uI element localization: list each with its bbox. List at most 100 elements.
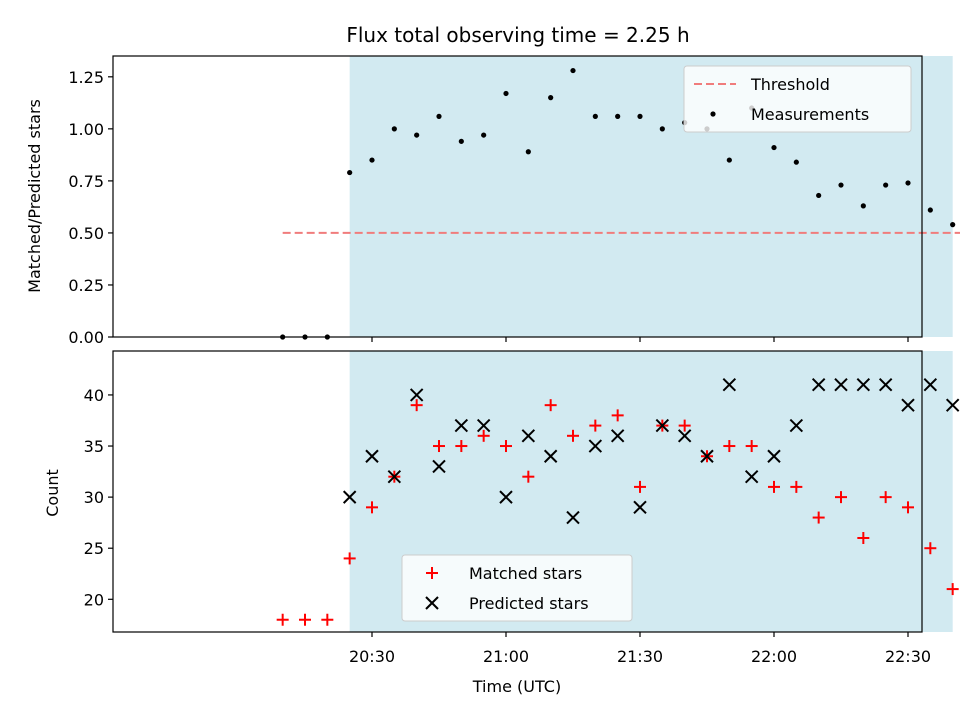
matched-star-point xyxy=(879,491,892,504)
predicted-star-point xyxy=(432,459,446,474)
matched-star-point xyxy=(321,613,334,626)
predicted-star-point xyxy=(387,469,402,484)
measurement-point xyxy=(838,182,844,188)
legend-predicted-marker xyxy=(425,596,439,610)
matched-star-point xyxy=(902,501,914,514)
predicted-star-point xyxy=(945,398,960,412)
predicted-star-point xyxy=(677,429,692,443)
top-legend-box xyxy=(683,65,912,133)
legend-measurements-label: Measurements xyxy=(751,105,869,124)
bottom-x-tick-label: 22:00 xyxy=(751,647,797,666)
bottom-x-tick-label: 21:30 xyxy=(617,647,663,666)
predicted-star-point xyxy=(811,378,826,392)
measurement-point xyxy=(347,169,353,176)
matched-star-point xyxy=(567,429,579,442)
bottom-legend: Matched stars Predicted stars xyxy=(401,554,633,622)
predicted-star-point xyxy=(566,510,580,525)
predicted-star-point xyxy=(744,469,759,484)
bottom-y-tick-label: 25 xyxy=(84,539,104,558)
predicted-star-point xyxy=(789,418,804,433)
measurement-point xyxy=(860,203,866,209)
predicted-star-point xyxy=(856,378,871,392)
top-y-ticks: 0.00 0.25 0.50 0.75 1.00 1.25 xyxy=(68,68,113,347)
measurement-point xyxy=(905,180,911,186)
legend-threshold-label: Threshold xyxy=(750,75,830,94)
bottom-axes-frame xyxy=(112,350,923,633)
predicted-star-point xyxy=(655,418,670,433)
bottom-y-ticks: 20 25 30 35 40 xyxy=(84,386,113,609)
matched-star-point xyxy=(589,419,602,432)
bottom-y-tick-label: 40 xyxy=(84,386,104,405)
predicted-star-point xyxy=(700,449,714,463)
predicted-star-point xyxy=(521,429,536,443)
matched-star-point xyxy=(812,511,825,524)
matched-star-point xyxy=(745,440,758,453)
predicted-star-point xyxy=(365,449,379,463)
measurement-point xyxy=(793,159,799,165)
measurement-point xyxy=(950,222,956,228)
legend-matched-marker xyxy=(426,567,438,579)
measurement-point xyxy=(369,157,375,163)
top-y-tick-label: 1.25 xyxy=(68,68,104,87)
bottom-y-tick-label: 35 xyxy=(84,437,104,456)
top-y-axis-label: Matched/Predicted stars xyxy=(25,99,44,293)
measurement-point xyxy=(414,132,420,138)
top-y-tick-label: 0.00 xyxy=(68,328,104,347)
predicted-star-point xyxy=(834,378,848,392)
matched-star-point xyxy=(857,531,870,544)
matched-star-point xyxy=(544,399,557,412)
predicted-star-point xyxy=(633,500,647,515)
top-y-tick-label: 0.50 xyxy=(68,224,104,243)
legend-measurements-marker xyxy=(710,111,716,117)
bottom-x-tick-label: 21:00 xyxy=(483,647,529,666)
predicted-star-point xyxy=(454,418,469,433)
predicted-star-point xyxy=(409,388,424,402)
predicted-star-point xyxy=(901,398,915,412)
top-y-tick-label: 0.75 xyxy=(68,172,104,191)
matched-star-point xyxy=(366,501,378,514)
top-y-tick-label: 1.00 xyxy=(68,120,104,139)
matched-star-point xyxy=(500,440,512,453)
matched-star-point xyxy=(611,409,624,422)
measurement-point xyxy=(592,113,598,119)
matched-star-point xyxy=(276,613,289,626)
measurement-point xyxy=(883,182,889,188)
matched-star-point xyxy=(522,470,535,483)
bottom-y-tick-label: 30 xyxy=(84,488,104,507)
matched-star-point xyxy=(678,419,691,432)
predicted-star-point xyxy=(767,449,781,463)
predicted-stars-points xyxy=(342,378,960,525)
bottom-y-axis-label: Count xyxy=(43,469,62,517)
measurement-point xyxy=(570,67,576,74)
matched-star-point xyxy=(477,429,490,442)
measurement-point xyxy=(726,157,732,163)
measurement-point xyxy=(659,126,665,132)
measurement-point xyxy=(391,126,397,132)
top-axes-frame xyxy=(112,55,923,338)
measurement-point xyxy=(816,192,822,199)
measurement-point xyxy=(458,138,464,144)
measurement-point xyxy=(927,207,933,213)
legend-predicted-label: Predicted stars xyxy=(469,594,589,613)
matched-star-point xyxy=(768,480,780,493)
matched-stars-points xyxy=(276,399,959,626)
bottom-legend-box xyxy=(401,554,633,622)
predicted-star-point xyxy=(342,490,357,504)
matched-star-point xyxy=(634,480,646,493)
predicted-star-point xyxy=(543,449,558,463)
bottom-y-tick-label: 20 xyxy=(84,590,104,609)
top-legend: Threshold Measurements xyxy=(683,65,912,133)
matched-star-point xyxy=(946,583,959,596)
measurement-point xyxy=(436,113,442,119)
top-x-ticks xyxy=(371,337,909,342)
measurement-point xyxy=(771,144,777,151)
measurement-point xyxy=(637,113,643,119)
measurement-point xyxy=(615,113,621,119)
predicted-star-point xyxy=(923,378,938,392)
matched-star-point xyxy=(790,480,803,493)
matched-star-point xyxy=(410,399,423,412)
measurement-point xyxy=(525,149,531,155)
